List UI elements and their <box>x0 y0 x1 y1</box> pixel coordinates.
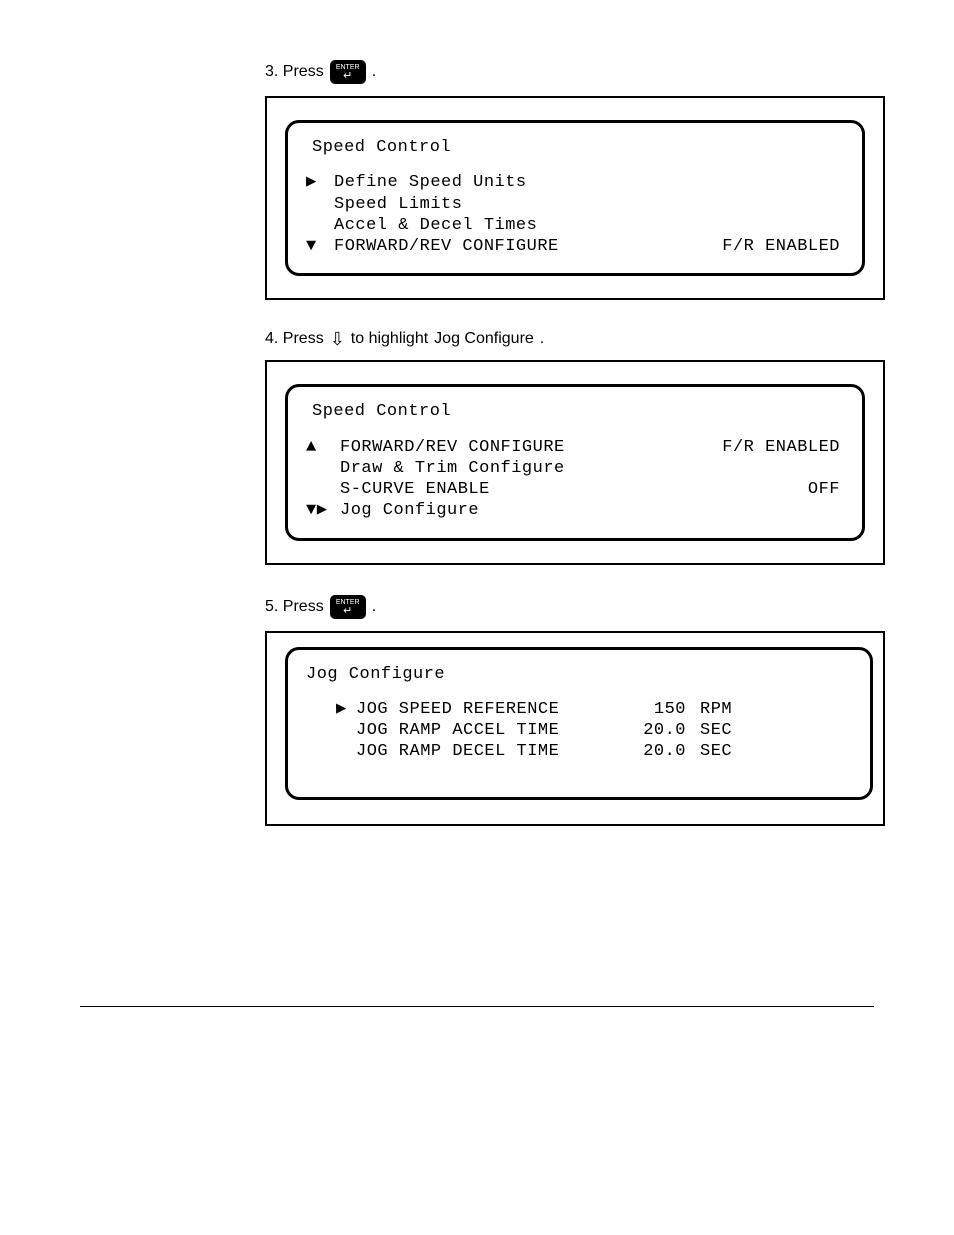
step2-mid: to highlight <box>351 330 428 348</box>
lcd-title: Jog Configure <box>306 664 852 685</box>
step3-outer-box: Jog Configure ▶ JOG SPEED REFERENCE 150 … <box>265 631 885 826</box>
down-arrow-icon: ⇩ <box>330 330 345 348</box>
step1-outer-box: Speed Control ▶ Define Speed Units Speed… <box>265 96 885 300</box>
row-marker-icon <box>306 215 334 236</box>
step1-instruction: 3. Press ENTER ↵ . <box>265 60 954 84</box>
step2-outer-box: Speed Control ▲ FORWARD/REV CONFIGURE F/… <box>265 360 885 564</box>
row-value: OFF <box>808 479 844 500</box>
step3-instruction: 5. Press ENTER ↵ . <box>265 595 954 619</box>
row-marker-icon: ▲ <box>306 437 340 458</box>
row-value <box>840 194 844 215</box>
lcd-row: ▼ FORWARD/REV CONFIGURE F/R ENABLED <box>306 236 844 257</box>
row-unit: SEC <box>686 741 760 762</box>
row-marker-icon: ▼ <box>306 236 334 257</box>
row-label: Jog Configure <box>340 500 479 521</box>
lcd-title: Speed Control <box>306 401 844 422</box>
row-marker-icon <box>306 479 340 500</box>
step2-target: Jog Configure <box>434 330 534 348</box>
row-label: JOG RAMP DECEL TIME <box>356 741 616 762</box>
row-label: JOG SPEED REFERENCE <box>356 699 616 720</box>
enter-key-arrow-icon: ↵ <box>343 71 352 82</box>
row-unit: SEC <box>686 720 760 741</box>
row-marker-icon: ▼▶ <box>306 500 340 521</box>
row-label: Speed Limits <box>334 194 462 215</box>
row-value <box>840 500 844 521</box>
row-value: F/R ENABLED <box>722 236 844 257</box>
page: 3. Press ENTER ↵ . Speed Control ▶ Defin… <box>0 0 954 1047</box>
lcd-row: JOG RAMP DECEL TIME 20.0 SEC <box>306 741 852 762</box>
row-value <box>840 458 844 479</box>
row-marker-icon <box>306 194 334 215</box>
row-marker-icon <box>336 720 356 741</box>
enter-key-arrow-icon: ↵ <box>343 606 352 617</box>
row-value: 150 <box>616 699 686 720</box>
row-marker-icon <box>306 458 340 479</box>
row-label: Define Speed Units <box>334 172 527 193</box>
step2-instruction: 4. Press ⇩ to highlight Jog Configure . <box>265 330 954 348</box>
step1-prefix: 3. Press <box>265 63 324 81</box>
row-marker-icon: ▶ <box>336 699 356 720</box>
row-label: S-CURVE ENABLE <box>340 479 490 500</box>
spacer <box>306 763 852 781</box>
row-label: Accel & Decel Times <box>334 215 537 236</box>
row-unit: RPM <box>686 699 760 720</box>
row-value <box>840 172 844 193</box>
step1-lcd: Speed Control ▶ Define Speed Units Speed… <box>285 120 865 276</box>
step1-suffix: . <box>372 63 376 81</box>
row-marker-icon: ▶ <box>306 172 334 193</box>
enter-key-icon: ENTER ↵ <box>330 60 366 84</box>
lcd-row: ▲ FORWARD/REV CONFIGURE F/R ENABLED <box>306 437 844 458</box>
step2-prefix: 4. Press <box>265 330 324 348</box>
lcd-row: Speed Limits <box>306 194 844 215</box>
lcd-row: ▶ JOG SPEED REFERENCE 150 RPM <box>306 699 852 720</box>
lcd-row: S-CURVE ENABLE OFF <box>306 479 844 500</box>
row-value: F/R ENABLED <box>722 437 844 458</box>
row-label: JOG RAMP ACCEL TIME <box>356 720 616 741</box>
footer-rule <box>80 1006 874 1007</box>
enter-key-icon: ENTER ↵ <box>330 595 366 619</box>
row-label: FORWARD/REV CONFIGURE <box>340 437 565 458</box>
row-value: 20.0 <box>616 741 686 762</box>
row-marker-icon <box>336 741 356 762</box>
row-value: 20.0 <box>616 720 686 741</box>
row-value <box>840 215 844 236</box>
step3-suffix: . <box>372 598 376 616</box>
lcd-row: ▶ Define Speed Units <box>306 172 844 193</box>
lcd-row: ▼▶ Jog Configure <box>306 500 844 521</box>
step2-lcd: Speed Control ▲ FORWARD/REV CONFIGURE F/… <box>285 384 865 540</box>
row-label: FORWARD/REV CONFIGURE <box>334 236 559 257</box>
lcd-row: Draw & Trim Configure <box>306 458 844 479</box>
step3-prefix: 5. Press <box>265 598 324 616</box>
lcd-row: Accel & Decel Times <box>306 215 844 236</box>
lcd-row: JOG RAMP ACCEL TIME 20.0 SEC <box>306 720 852 741</box>
step2-suffix: . <box>540 330 544 348</box>
row-label: Draw & Trim Configure <box>340 458 565 479</box>
step3-lcd: Jog Configure ▶ JOG SPEED REFERENCE 150 … <box>285 647 873 800</box>
lcd-title: Speed Control <box>306 137 844 158</box>
